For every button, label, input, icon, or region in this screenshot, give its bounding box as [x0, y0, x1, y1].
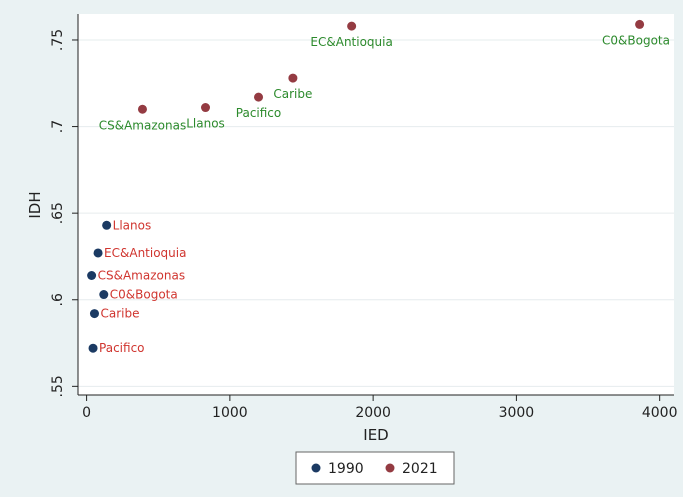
x-axis-ticks: 0 1000 2000 3000 4000 [82, 395, 677, 421]
point-2021-cs&amazonas [137, 104, 147, 114]
point-2021-ec&antioquia [347, 21, 357, 31]
point-label: Caribe [273, 87, 312, 101]
point-2021-llanos [201, 103, 211, 113]
point-label: Llanos [113, 218, 152, 232]
y-tick-label: .75 [50, 29, 66, 51]
point-1990-llanos [102, 220, 112, 230]
point-label: CS&Amazonas [99, 118, 186, 132]
data-points: Llanos EC&Antioquia CS&Amazonas C0&Bogota Ca… [87, 19, 670, 355]
point-label: Pacifico [99, 341, 144, 355]
x-tick-label: 0 [82, 405, 91, 421]
y-axis-title: IDH [26, 191, 44, 218]
point-label: Llanos [186, 117, 225, 131]
point-label: Caribe [100, 307, 139, 321]
gridlines [78, 39, 674, 387]
point-1990-c0&bogota [99, 290, 109, 300]
legend: 1990 2021 [295, 451, 455, 485]
y-tick-label: .55 [50, 375, 66, 397]
point-label: EC&Antioquia [104, 246, 186, 260]
x-tick-label: 4000 [642, 405, 678, 421]
point-label: C0&Bogota [602, 33, 670, 47]
point-label: C0&Bogota [110, 288, 178, 302]
legend-marker [385, 463, 395, 473]
point-1990-pacifico [88, 343, 98, 353]
plot-area [78, 14, 674, 395]
point-2021-c0&bogota [635, 19, 645, 29]
legend-box [295, 451, 455, 485]
point-2021-caribe [288, 73, 298, 83]
point-2021-pacifico [254, 92, 264, 102]
y-axis-ticks: .55 .6 .65 .7 .75 [50, 29, 78, 397]
point-1990-cs&amazonas [87, 271, 97, 281]
x-tick-label: 1000 [212, 405, 248, 421]
legend-marker [311, 463, 321, 473]
point-label: CS&Amazonas [98, 269, 185, 283]
point-label: EC&Antioquia [310, 35, 392, 49]
legend-label: 2021 [402, 461, 438, 477]
legend-label: 1990 [328, 461, 364, 477]
y-tick-label: .65 [50, 202, 66, 224]
point-label: Pacifico [236, 106, 281, 120]
point-1990-ec&antioquia [93, 248, 103, 258]
y-tick-label: .7 [50, 120, 66, 133]
y-tick-label: .6 [50, 293, 66, 306]
x-tick-label: 3000 [499, 405, 535, 421]
point-1990-caribe [89, 309, 99, 319]
legend-items: 1990 2021 [311, 461, 438, 477]
x-tick-label: 2000 [355, 405, 391, 421]
x-axis-title: IED [363, 426, 388, 444]
